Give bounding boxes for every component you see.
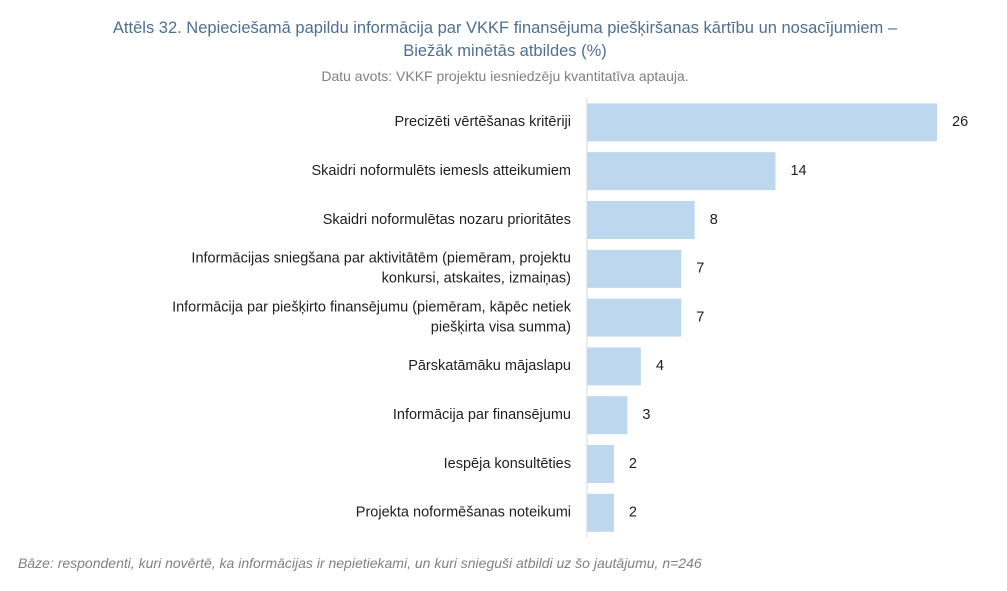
data-label: 7 [696, 309, 704, 325]
bar-series [587, 103, 937, 532]
category-label: Precizēti vērtēšanas kritēriji [395, 114, 571, 130]
bar [587, 347, 641, 386]
bar [587, 445, 614, 483]
data-label: 14 [790, 163, 806, 179]
data-label: 7 [696, 261, 704, 277]
bar [587, 201, 695, 239]
category-label: Iespēja konsultēties [444, 456, 571, 472]
value-labels: 26 14 8 7 7 4 3 2 2 [629, 114, 968, 520]
category-label-line: Projekta noformēšanas noteikumi [356, 505, 571, 521]
category-label-line: Skaidri noformulēts iemesls atteikumiem [312, 163, 571, 179]
data-label: 26 [952, 114, 968, 130]
category-label: Skaidri noformulēts iemesls atteikumiem [312, 163, 571, 179]
bar [587, 152, 776, 191]
bar [587, 249, 682, 288]
bar [587, 396, 628, 435]
category-label-line: Pārskatāmāku mājaslapu [408, 358, 571, 374]
category-label: Informācijas sniegšana par aktivitātēm (… [191, 251, 571, 287]
figure-source: Datu avots: VKKF projektu iesniedzēju kv… [321, 68, 689, 84]
category-label-line: Iespēja konsultēties [444, 456, 571, 472]
data-label: 3 [642, 407, 650, 423]
data-label: 2 [629, 505, 637, 521]
category-label: Pārskatāmāku mājaslapu [408, 358, 571, 374]
base-note: Bāze: respondenti, kuri novērtē, ka info… [18, 555, 702, 571]
category-label: Skaidri noformulētas nozaru prioritātes [323, 212, 571, 228]
data-label: 2 [629, 456, 637, 472]
category-label-line: piešķirta visa summa) [431, 319, 571, 335]
figure-title-line-1: Attēls 32. Nepieciešamā papildu informāc… [112, 19, 898, 37]
category-label-line: Informācija par finansējumu [393, 407, 571, 423]
category-label-line: Informācijas sniegšana par aktivitātēm (… [191, 251, 571, 267]
category-label: Informācija par piešķirto finansējumu (p… [172, 299, 572, 335]
bar [587, 493, 614, 532]
figure-title-line-2: Biežāk minētās atbildes (%) [403, 42, 607, 60]
category-label-line: Informācija par piešķirto finansējumu (p… [172, 299, 572, 315]
bar [587, 103, 937, 142]
category-label-line: Precizēti vērtēšanas kritēriji [395, 114, 571, 130]
bar [587, 298, 682, 337]
data-label: 8 [710, 212, 718, 228]
data-label: 4 [656, 358, 664, 374]
figure-title: Attēls 32. Nepieciešamā papildu informāc… [40, 17, 970, 63]
category-label: Informācija par finansējumu [393, 407, 571, 423]
category-label-line: konkursi, atskaites, izmaiņas) [382, 271, 571, 287]
category-label-line: Skaidri noformulētas nozaru prioritātes [323, 212, 571, 228]
category-label: Projekta noformēšanas noteikumi [356, 505, 571, 521]
category-labels: Precizēti vērtēšanas kritēriji Skaidri no… [172, 114, 572, 520]
